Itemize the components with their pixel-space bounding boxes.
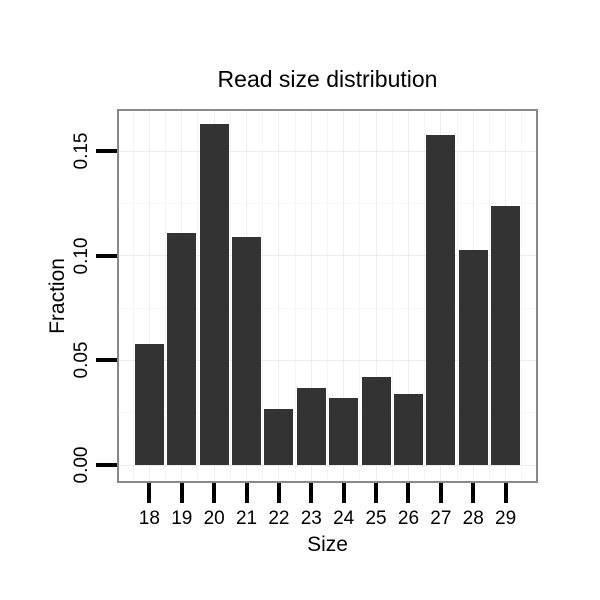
minor-gridline-v	[391, 109, 393, 483]
y-tick-label: 0.00	[71, 446, 92, 484]
major-gridline-v	[407, 109, 409, 483]
bar-20	[199, 124, 229, 465]
minor-gridline-h	[117, 412, 538, 414]
minor-gridline-v	[294, 109, 296, 483]
bar-27	[426, 134, 456, 465]
y-axis-tick	[96, 253, 117, 258]
x-axis-tick	[341, 483, 346, 503]
bar-25	[361, 377, 391, 465]
x-tick-label: 22	[268, 508, 290, 529]
y-tick-label: 0.15	[71, 132, 92, 170]
minor-gridline-h	[117, 307, 538, 309]
bar-23	[296, 387, 326, 465]
x-tick-label: 21	[235, 508, 258, 529]
x-axis-tick	[212, 483, 217, 503]
x-tick-label: 27	[430, 508, 452, 529]
bar-22	[264, 408, 294, 465]
y-tick-label: 0.05	[71, 341, 92, 379]
x-tick-label: 18	[138, 508, 160, 529]
minor-gridline-v	[327, 109, 328, 483]
minor-gridline-v	[197, 109, 199, 483]
x-tick-label: 24	[333, 508, 355, 529]
x-axis-tick	[147, 483, 152, 503]
x-axis-tick	[179, 483, 184, 503]
x-axis-title: Size	[307, 533, 348, 556]
x-tick-label: 28	[462, 508, 484, 529]
y-axis-tick	[96, 463, 117, 467]
minor-gridline-v	[488, 109, 490, 483]
minor-gridline-v	[229, 109, 231, 483]
x-axis-tick	[503, 483, 508, 503]
x-axis-tick	[438, 483, 443, 503]
minor-gridline-v	[359, 109, 361, 483]
x-tick-label: 19	[171, 508, 193, 529]
y-axis-tick	[96, 149, 117, 154]
minor-gridline-v	[165, 109, 167, 483]
minor-gridline-v	[262, 109, 264, 483]
bar-24	[329, 398, 359, 465]
y-axis-title: Fraction	[46, 258, 69, 334]
y-axis-tick	[96, 358, 117, 363]
minor-gridline-h	[117, 203, 538, 205]
x-tick-label: 26	[397, 508, 420, 529]
x-tick-label: 20	[203, 508, 225, 529]
bar-26	[393, 393, 424, 465]
major-gridline-h	[117, 359, 538, 361]
bar-18	[134, 343, 164, 465]
major-gridline-h	[117, 150, 538, 152]
major-gridline-v	[310, 109, 312, 483]
x-axis-tick	[406, 483, 411, 503]
minor-gridline-v	[521, 109, 523, 483]
x-axis-tick	[309, 483, 314, 503]
major-gridline-h	[117, 464, 538, 466]
bar-21	[231, 237, 262, 465]
minor-gridline-v	[132, 109, 134, 483]
x-axis-tick	[374, 483, 379, 503]
bar-28	[458, 249, 488, 465]
minor-gridline-v	[424, 109, 426, 483]
major-gridline-v	[375, 109, 377, 483]
major-gridline-v	[343, 109, 345, 483]
x-axis-tick	[244, 483, 249, 503]
major-gridline-h	[117, 255, 538, 257]
y-tick-label: 0.10	[71, 237, 92, 275]
x-tick-label: 29	[495, 508, 517, 529]
bar-29	[491, 205, 521, 465]
major-gridline-v	[148, 109, 150, 483]
x-tick-label: 23	[300, 508, 322, 529]
x-axis-tick	[471, 483, 476, 503]
major-gridline-v	[278, 109, 280, 483]
bar-19	[167, 232, 197, 465]
chart-title: Read size distribution	[217, 66, 438, 92]
minor-gridline-v	[456, 109, 458, 483]
x-tick-label: 25	[365, 508, 387, 529]
x-axis-tick	[276, 483, 281, 503]
